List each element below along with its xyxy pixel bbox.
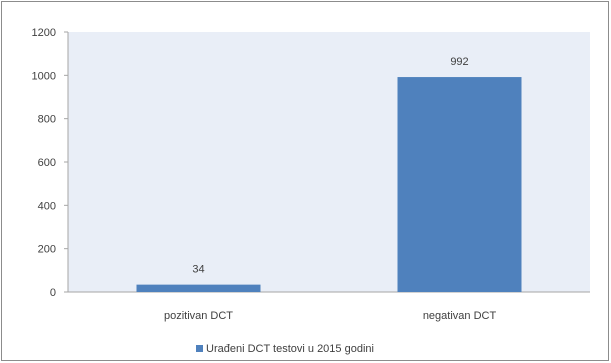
legend: Urađeni DCT testovi u 2015 godini xyxy=(196,343,374,355)
y-tick-label: 800 xyxy=(38,114,56,126)
data-label: 992 xyxy=(450,56,468,68)
y-axis-ticks: 0 200 400 600 800 1000 1200 xyxy=(32,27,68,299)
category-label: negativan DCT xyxy=(423,310,497,322)
bar-negativan-dct xyxy=(397,77,522,292)
legend-swatch xyxy=(196,345,203,352)
data-labels-group: 34 992 xyxy=(192,56,468,276)
y-tick-label: 1200 xyxy=(32,27,56,39)
data-label: 34 xyxy=(192,264,204,276)
bar-pozitivan-dct xyxy=(136,284,261,292)
y-tick-label: 600 xyxy=(38,157,56,169)
legend-label: Urađeni DCT testovi u 2015 godini xyxy=(206,343,374,355)
y-tick-label: 200 xyxy=(38,244,56,256)
bars-group xyxy=(136,77,522,292)
y-tick-label: 0 xyxy=(50,287,56,299)
category-label: pozitivan DCT xyxy=(164,310,233,322)
y-tick-label: 1000 xyxy=(32,70,56,82)
category-labels-group: pozitivan DCT negativan DCT xyxy=(164,310,497,322)
y-tick-label: 400 xyxy=(38,200,56,212)
